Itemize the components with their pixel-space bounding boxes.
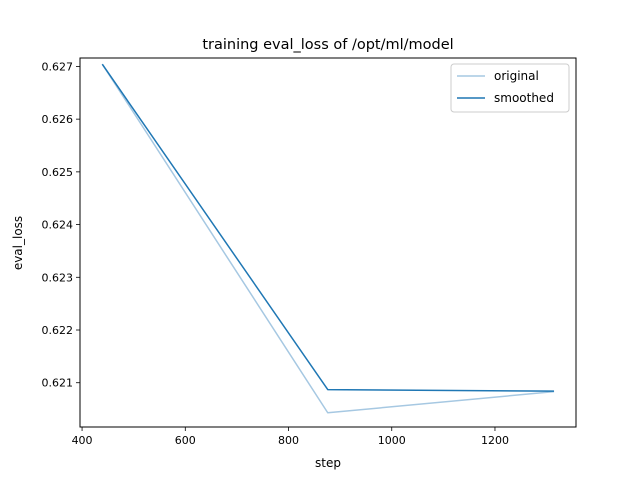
legend-label-original: original: [494, 69, 539, 83]
x-tick-label: 600: [175, 434, 196, 447]
series-line-original: [101, 63, 555, 414]
x-axis-ticks: 400 600 800 1000 1200: [72, 427, 509, 447]
legend-label-smoothed: smoothed: [494, 91, 554, 105]
y-tick-label: 0.625: [42, 166, 74, 179]
chart-title: training eval_loss of /opt/ml/model: [202, 37, 453, 53]
y-axis-ticks: 0.621 0.622 0.623 0.624 0.625 0.626 0.627: [42, 60, 80, 390]
y-tick-label: 0.627: [42, 60, 74, 73]
x-axis-label: step: [315, 456, 341, 470]
x-tick-label: 400: [72, 434, 93, 447]
y-axis-label: eval_loss: [11, 216, 25, 270]
x-tick-label: 1200: [481, 434, 509, 447]
legend: original smoothed: [450, 63, 570, 113]
y-tick-label: 0.626: [42, 113, 74, 126]
series-line-smoothed: [101, 63, 555, 392]
series-lines: [101, 63, 555, 414]
x-tick-label: 800: [278, 434, 299, 447]
plot-area-frame: [79, 57, 577, 428]
x-tick-label: 1000: [378, 434, 406, 447]
y-tick-label: 0.623: [42, 271, 74, 284]
y-tick-label: 0.622: [42, 324, 74, 337]
y-tick-label: 0.621: [42, 377, 74, 390]
y-tick-label: 0.624: [42, 219, 74, 232]
